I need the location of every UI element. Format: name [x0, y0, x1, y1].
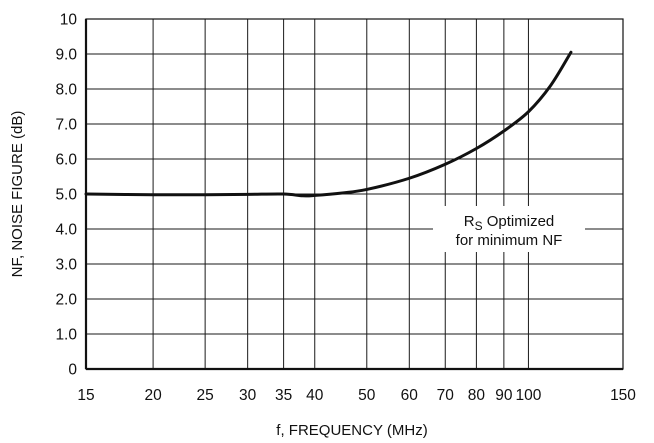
- noise-figure-curve: [84, 50, 573, 198]
- annotation-r: R: [464, 213, 475, 230]
- x-tick-label: 20: [144, 387, 162, 404]
- y-tick-label: 0: [68, 362, 77, 379]
- y-tick-label: 4.0: [55, 222, 77, 239]
- y-tick-label: 8.0: [55, 82, 77, 99]
- annotation-line1: RS Optimized: [464, 213, 555, 233]
- y-tick-label: 1.0: [55, 327, 77, 344]
- y-tick-label: 7.0: [55, 117, 77, 134]
- y-tick-label: 3.0: [55, 257, 77, 274]
- y-tick-label: 2.0: [55, 292, 77, 309]
- y-tick-label: 10: [60, 12, 78, 29]
- y-axis-title: NF, NOISE FIGURE (dB): [9, 111, 26, 278]
- annotation-group: RS Optimized for minimum NF: [433, 206, 585, 252]
- plot-area: [84, 50, 573, 198]
- x-tick-label: 80: [468, 387, 486, 404]
- annotation-rest: Optimized: [483, 213, 555, 230]
- y-tick-label: 5.0: [55, 187, 77, 204]
- x-tick-label: 30: [239, 387, 257, 404]
- annotation-subscript: S: [475, 219, 483, 233]
- grid: [86, 19, 623, 369]
- x-tick-label: 15: [77, 387, 94, 404]
- annotation-line2: for minimum NF: [456, 232, 563, 249]
- x-tick-label: 90: [495, 387, 513, 404]
- x-tick-label: 40: [306, 387, 324, 404]
- labels: f, FREQUENCY (MHz) NF, NOISE FIGURE (dB): [9, 111, 428, 439]
- x-tick-label: 150: [610, 387, 636, 404]
- x-tick-label: 50: [358, 387, 376, 404]
- x-tick-label: 35: [275, 387, 292, 404]
- y-tick-label: 6.0: [55, 152, 77, 169]
- x-tick-label: 25: [197, 387, 214, 404]
- y-tick-label: 9.0: [55, 47, 77, 64]
- x-tick-label: 100: [516, 387, 542, 404]
- x-tick-label: 60: [401, 387, 419, 404]
- x-tick-label: 70: [437, 387, 455, 404]
- annotation-background: [433, 206, 585, 252]
- x-axis-title: f, FREQUENCY (MHz): [276, 422, 427, 439]
